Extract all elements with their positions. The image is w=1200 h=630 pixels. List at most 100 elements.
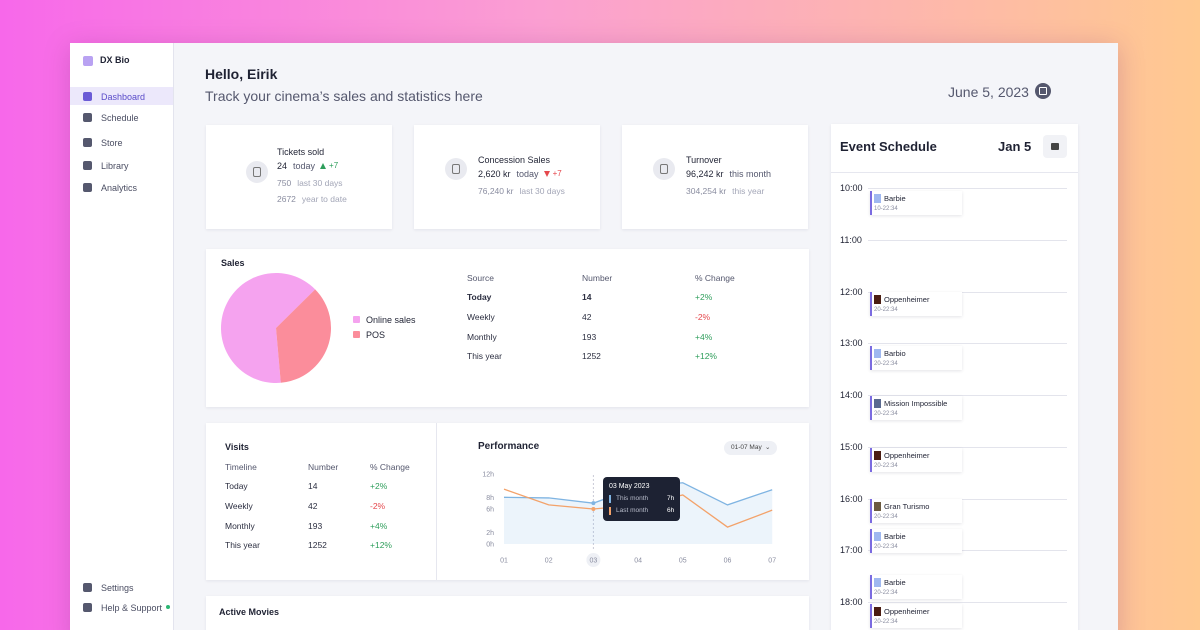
- pie-slice: [276, 289, 331, 383]
- nav-item[interactable]: Help & Support: [101, 603, 163, 613]
- event-card[interactable]: Oppenheimer 20-22:34: [870, 604, 962, 628]
- greeting: Hello, Eirik: [205, 66, 278, 82]
- table-header: Source: [467, 273, 494, 283]
- hover-dot: [591, 507, 596, 511]
- stat-value: 750: [277, 177, 292, 188]
- status-dot: [166, 605, 170, 609]
- stat-primary: 2,620 kr: [478, 169, 511, 180]
- event-poster: [874, 295, 881, 304]
- event-poster: [874, 532, 881, 541]
- tooltip-title: 03 May 2023: [609, 483, 650, 490]
- nav-item[interactable]: Settings: [101, 583, 134, 593]
- icon-glyph: [660, 164, 668, 174]
- nav-item[interactable]: Analytics: [101, 183, 138, 193]
- event-title: Gran Turismo: [884, 502, 930, 511]
- range-label: 01-07 May: [731, 444, 762, 451]
- event-card[interactable]: Barbie 10-22:34: [870, 191, 962, 215]
- stat-period: last 30 days: [297, 177, 343, 188]
- event-card[interactable]: Gran Turismo 20-22:34: [870, 499, 962, 523]
- table-cell: 14: [308, 481, 318, 491]
- event-title: Barbio: [884, 349, 906, 358]
- event-card[interactable]: Barbie 20-22:34: [870, 575, 962, 599]
- time-line: [868, 291, 1067, 293]
- stat-card: Turnover 96,242 kr this month 304,254 kr thi…: [622, 125, 808, 229]
- tooltip-value: 6h: [667, 507, 675, 514]
- divider: [831, 172, 1078, 173]
- table-cell: +12%: [695, 351, 717, 361]
- event-poster: [874, 451, 881, 460]
- y-tick-label: 12h: [482, 472, 494, 479]
- table-cell: Today: [467, 292, 492, 302]
- event-title: Oppenheimer: [884, 451, 930, 460]
- x-tick-label: 03: [590, 558, 598, 565]
- divider: [436, 423, 437, 580]
- nav-item[interactable]: Store: [101, 138, 123, 148]
- event-title: Barbie: [884, 578, 906, 587]
- y-tick-label: 2h: [486, 530, 494, 537]
- nav-item[interactable]: Dashboard: [101, 92, 146, 102]
- table-cell: 42: [582, 312, 592, 322]
- legend-swatch: [353, 331, 360, 338]
- event-bar: [870, 529, 872, 553]
- stat-note: today: [516, 169, 539, 180]
- event-poster: [874, 349, 881, 358]
- time-label: 16:00: [840, 493, 863, 504]
- event-title: Barbie: [884, 194, 906, 203]
- x-tick-label: 05: [679, 558, 687, 565]
- time-label: 12:00: [840, 286, 863, 297]
- time-line: [868, 446, 1067, 448]
- event-time: 20-22:34: [874, 307, 898, 313]
- legend-label: POS: [366, 330, 386, 340]
- table-cell: Today: [225, 481, 248, 491]
- event-bar: [870, 346, 872, 370]
- calendar-button[interactable]: [1043, 135, 1067, 158]
- stat-period: year to date: [301, 194, 347, 205]
- date: June 5, 2023: [948, 84, 1029, 100]
- event-time: 10-22:34: [874, 206, 898, 212]
- event-title: Barbie: [884, 532, 906, 541]
- calendar-icon: [1039, 87, 1047, 95]
- calendar-button[interactable]: [1035, 83, 1051, 99]
- card-title: Sales: [221, 258, 245, 268]
- x-tick-label: 07: [768, 558, 776, 565]
- event-time: 20-22:34: [874, 619, 898, 625]
- table-cell: This year: [467, 351, 502, 361]
- stat-card: Tickets sold 24 today +7 750 last 30 days 2672…: [206, 125, 392, 229]
- visits-card: Visits Performance 01-07 May ⌄ 0h 2h 6h 8h 1…: [206, 423, 809, 580]
- event-bar: [870, 396, 872, 420]
- tooltip-name: This month: [616, 495, 649, 502]
- time-label: 14:00: [840, 390, 863, 400]
- event-card[interactable]: Barbie 20-22:34: [870, 529, 962, 553]
- event-time: 20-22:34: [874, 411, 898, 417]
- event-card[interactable]: Oppenheimer 20-22:34: [870, 292, 962, 316]
- table-header: % Change: [695, 273, 735, 283]
- table-cell: Monthly: [467, 332, 497, 342]
- nav-item[interactable]: Library: [101, 161, 129, 171]
- stat-period: this year: [732, 185, 765, 196]
- time-label: 11:00: [840, 234, 862, 245]
- tooltip-value: 7h: [667, 495, 675, 502]
- nav-active: [70, 87, 173, 105]
- table-header: Number: [308, 462, 339, 472]
- time-line: [868, 602, 1067, 603]
- table-cell: -2%: [370, 501, 386, 511]
- sidebar: DX Bio Dashboard Schedule Store Library Anal…: [70, 43, 174, 630]
- time-label: 10:00: [840, 183, 863, 193]
- event-card[interactable]: Barbio 20-22:34: [870, 346, 962, 370]
- nav-icon: [83, 92, 92, 101]
- table-cell: +4%: [695, 332, 713, 342]
- icon-glyph: [452, 164, 460, 174]
- y-tick-label: 8h: [486, 495, 494, 502]
- event-card[interactable]: Mission Impossible 20-22:34: [870, 396, 962, 420]
- brand: DX Bio: [100, 55, 130, 65]
- nav-item[interactable]: Schedule: [101, 113, 139, 123]
- event-card[interactable]: Oppenheimer 20-22:34: [870, 448, 962, 472]
- range-dropdown[interactable]: 01-07 May ⌄: [724, 441, 777, 455]
- time-line: [868, 343, 1067, 345]
- table-cell: +2%: [695, 292, 713, 302]
- stat-icon: [445, 158, 467, 180]
- table-cell: +12%: [370, 540, 392, 550]
- sales-card: Sales Source Number % Change Today 14 +2% Week…: [206, 249, 809, 407]
- event-bar: [870, 499, 872, 523]
